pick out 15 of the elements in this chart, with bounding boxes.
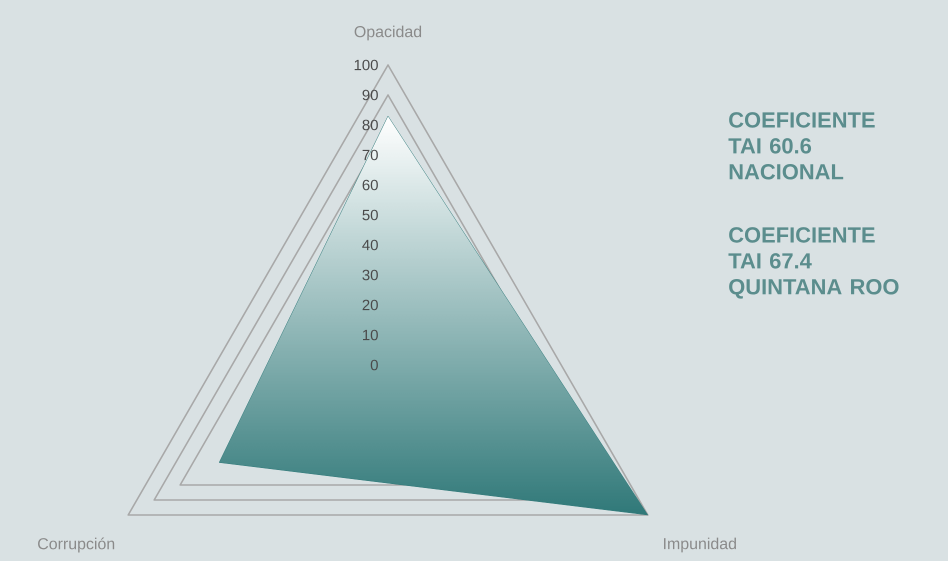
y-tick-label: 90	[362, 90, 378, 100]
y-tick-label: 20	[362, 300, 378, 310]
text: COEFICIENTE TAI 60.6 NACIONAL	[728, 112, 875, 180]
y-tick-label: 10	[363, 330, 378, 340]
spoke-label: Corrupción	[38, 537, 114, 553]
y-tick-label: 30	[362, 270, 378, 280]
y-tick-label: 100	[354, 60, 378, 70]
y-tick-label: 60	[362, 180, 378, 190]
text: COEFICIENTE TAI 67.4 QUINTANA ROO	[728, 227, 899, 299]
y-tick-label: 40	[362, 240, 378, 250]
y-tick-label: 80	[362, 120, 378, 130]
y-tick-label: 50	[362, 210, 378, 220]
spoke-label: Opacidad	[354, 26, 422, 40]
spoke-label: Impunidad	[664, 538, 736, 552]
y-tick-label: 0	[370, 360, 378, 370]
